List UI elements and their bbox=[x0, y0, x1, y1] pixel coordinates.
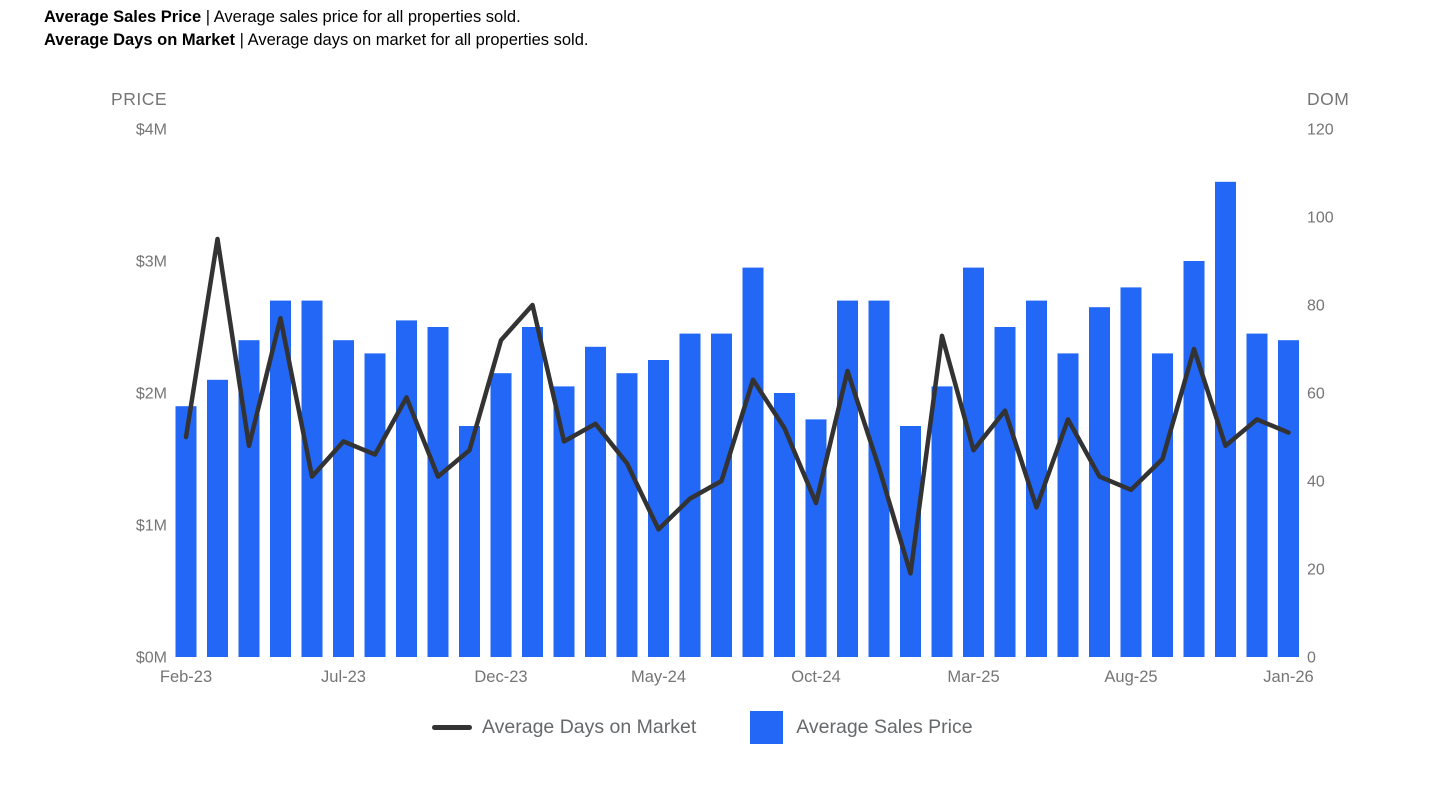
chart-header: Average Sales Price | Average sales pric… bbox=[44, 6, 588, 52]
title-average-sales-price-desc: | Average sales price for all properties… bbox=[201, 8, 521, 26]
price-bar-Aug-24 bbox=[742, 267, 764, 657]
price-bar-Jun-25 bbox=[1057, 353, 1079, 657]
legend-label-days-on-market: Average Days on Market bbox=[482, 715, 697, 738]
x-axis-tick-label: Jan-26 bbox=[1263, 668, 1313, 686]
title-average-days-on-market: Average Days on Market | Average days on… bbox=[44, 29, 588, 52]
dom-axis-tick-label: 40 bbox=[1307, 474, 1325, 491]
price-bar-Aug-25 bbox=[1120, 287, 1142, 657]
x-axis-tick-label: Feb-23 bbox=[160, 668, 212, 686]
right-axis-title: DOM bbox=[1307, 89, 1349, 109]
price-bar-Nov-23 bbox=[459, 426, 480, 657]
price-bar-Mar-25 bbox=[963, 267, 984, 657]
dom-axis-tick-label: 60 bbox=[1307, 386, 1325, 403]
price-bar-Nov-25 bbox=[1215, 181, 1236, 658]
bar-series-swatch-icon bbox=[750, 710, 784, 744]
dom-axis-tick-label: 120 bbox=[1307, 122, 1334, 139]
x-axis-tick-label: Aug-25 bbox=[1104, 668, 1157, 686]
price-axis-tick-label: $0M bbox=[136, 650, 167, 667]
price-bar-Sep-23 bbox=[396, 320, 417, 657]
price-bar-Jul-24 bbox=[711, 333, 732, 657]
x-axis-tick-label: Oct-24 bbox=[791, 668, 841, 686]
dom-axis-tick-label: 20 bbox=[1307, 562, 1325, 579]
price-bar-Oct-25 bbox=[1183, 261, 1205, 657]
price-axis-tick-label: $1M bbox=[136, 518, 167, 535]
price-axis-tick-label: $4M bbox=[136, 122, 167, 139]
price-bar-Jul-25 bbox=[1089, 307, 1110, 657]
price-bar-Apr-24 bbox=[616, 373, 638, 657]
title-average-days-on-market-term: Average Days on Market bbox=[44, 31, 236, 49]
price-bar-Oct-23 bbox=[427, 327, 449, 657]
price-bar-Jan-25 bbox=[900, 426, 921, 657]
dom-axis-tick-label: 0 bbox=[1307, 650, 1316, 667]
price-bar-Jan-24 bbox=[522, 327, 543, 657]
price-bar-Sep-25 bbox=[1152, 353, 1173, 657]
x-axis-tick-label: May-24 bbox=[631, 668, 686, 686]
x-axis-tick-label: Jul-23 bbox=[321, 668, 366, 686]
x-axis-tick-label: Dec-23 bbox=[474, 668, 527, 686]
price-axis-tick-label: $3M bbox=[136, 254, 167, 271]
dom-axis-tick-label: 80 bbox=[1307, 298, 1325, 315]
price-bar-Jan-26 bbox=[1278, 340, 1299, 657]
legend-item-sales-price[interactable]: Average Sales Price bbox=[750, 710, 973, 744]
legend-label-sales-price: Average Sales Price bbox=[796, 715, 973, 738]
price-bar-May-24 bbox=[648, 360, 669, 657]
price-bar-Apr-25 bbox=[994, 327, 1016, 657]
price-bar-Dec-23 bbox=[490, 373, 512, 657]
price-bar-Feb-25 bbox=[931, 386, 953, 657]
price-bar-Mar-23 bbox=[207, 379, 228, 657]
price-bar-Jun-24 bbox=[679, 333, 701, 657]
price-bar-Oct-24 bbox=[805, 419, 827, 657]
legend-item-days-on-market[interactable]: Average Days on Market bbox=[432, 716, 696, 739]
title-average-days-on-market-desc: | Average days on market for all propert… bbox=[235, 31, 589, 49]
price-bar-Dec-25 bbox=[1246, 333, 1268, 657]
price-bar-Sep-24 bbox=[774, 393, 795, 657]
price-bar-Aug-23 bbox=[364, 353, 386, 657]
x-axis-tick-label: Mar-25 bbox=[947, 668, 999, 686]
left-axis-title: PRICE bbox=[111, 89, 167, 109]
price-bar-Feb-24 bbox=[553, 386, 575, 657]
chart-legend: Average Days on Market Average Sales Pri… bbox=[432, 708, 973, 746]
title-average-sales-price: Average Sales Price | Average sales pric… bbox=[44, 6, 588, 29]
price-bar-May-25 bbox=[1026, 300, 1047, 657]
dom-axis-tick-label: 100 bbox=[1307, 210, 1334, 227]
price-bar-Feb-23 bbox=[175, 406, 197, 657]
price-bar-Mar-24 bbox=[585, 346, 606, 657]
price-bar-Nov-24 bbox=[837, 300, 858, 657]
title-average-sales-price-term: Average Sales Price bbox=[44, 8, 202, 26]
dom-line-series bbox=[183, 236, 1291, 576]
price-axis-tick-label: $2M bbox=[136, 386, 167, 403]
line-series-swatch-icon bbox=[432, 724, 472, 730]
price-bar-Jul-23 bbox=[333, 340, 354, 657]
price-bar-Dec-24 bbox=[868, 300, 890, 657]
price-bar-May-23 bbox=[270, 300, 291, 657]
